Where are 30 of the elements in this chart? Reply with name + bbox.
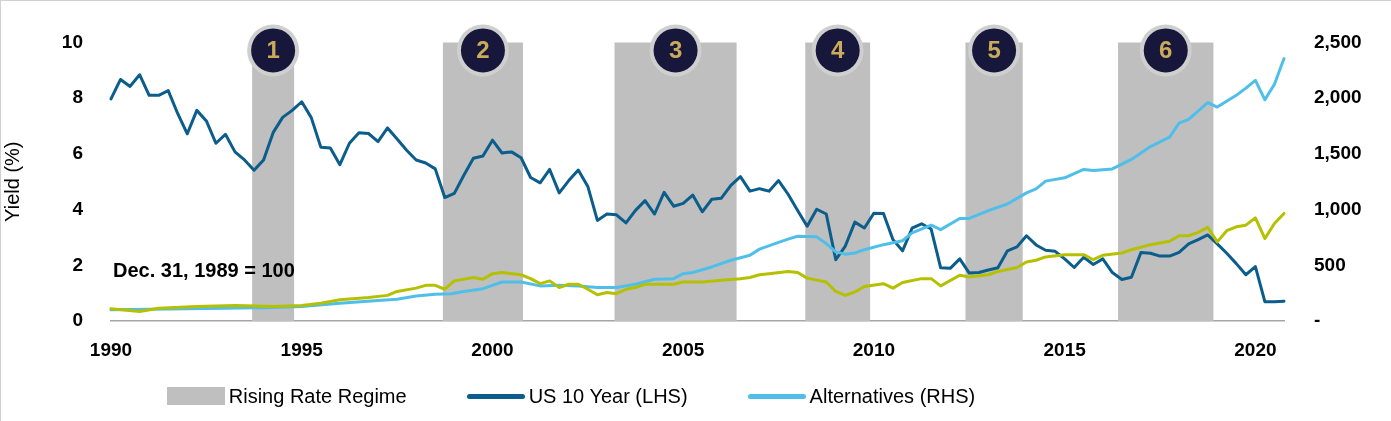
- x-tick-label: 1995: [280, 338, 324, 360]
- y-tick-label: 2: [72, 253, 83, 275]
- x-tick-label: 2010: [852, 338, 896, 360]
- y2-tick-label: -: [1314, 309, 1321, 331]
- legend-label: Alternatives (RHS): [809, 384, 976, 408]
- y-axis-title: Yield (%): [0, 141, 23, 222]
- text: Rising Rate Regime: [228, 384, 407, 408]
- y-tick-label: 4: [72, 197, 84, 219]
- y2-tick-label: 2,500: [1314, 30, 1362, 52]
- band-label: 5: [987, 36, 1001, 64]
- y-tick-label: 0: [72, 309, 83, 331]
- band-label: 1: [266, 36, 280, 64]
- x-tick-label: 2005: [662, 338, 705, 360]
- annotation: Dec. 31, 1989 = 100: [113, 258, 295, 281]
- y-tick-label: 10: [61, 30, 83, 52]
- y2-tick-label: 2,000: [1314, 86, 1362, 108]
- legend-label: US 10 Year (LHS): [528, 384, 688, 408]
- band-label: 2: [476, 36, 490, 64]
- y2-tick-label: 500: [1314, 253, 1346, 275]
- x-tick-label: 2000: [471, 338, 514, 360]
- y-tick-label: 6: [72, 142, 83, 164]
- y-tick-label: 8: [72, 86, 83, 108]
- band-label: 3: [668, 36, 683, 64]
- x-tick-label: 2015: [1043, 338, 1087, 360]
- y2-tick-label: 1,500: [1314, 142, 1362, 164]
- band-label: 4: [831, 36, 846, 64]
- x-tick-label: 1990: [89, 338, 133, 360]
- x-tick-label: 2020: [1234, 338, 1277, 360]
- y2-tick-label: 1,000: [1314, 197, 1362, 219]
- band-label: 6: [1159, 36, 1173, 64]
